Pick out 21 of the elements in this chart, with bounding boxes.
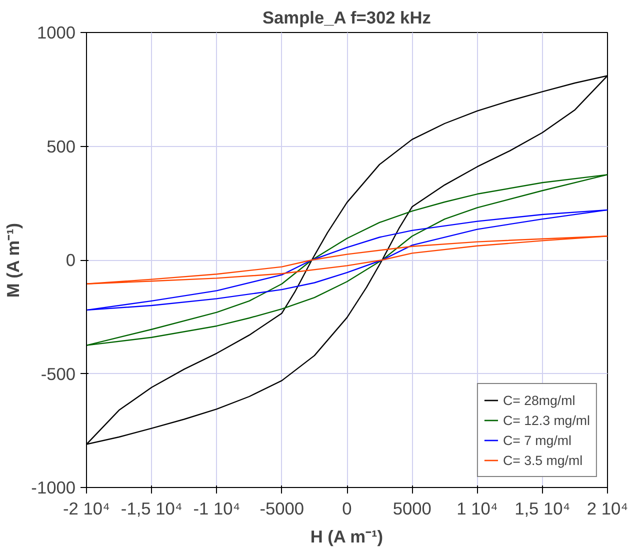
y-axis-title: M (A m⁻¹) (3, 222, 24, 298)
legend-label: C= 12.3 mg/ml (502, 412, 590, 428)
legend-label: C= 3.5 mg/ml (502, 452, 583, 468)
x-tick-label: -1,5 10⁴ (120, 498, 182, 518)
x-tick-label: 5000 (392, 498, 432, 518)
x-tick-label: -5000 (260, 498, 304, 518)
chart-title: Sample_A f=302 kHz (262, 8, 432, 28)
y-tick-label: 1000 (36, 22, 76, 42)
legend-label: C= 7 mg/ml (502, 432, 572, 448)
y-tick-label: 0 (66, 250, 76, 270)
x-tick-label: 1 10⁴ (456, 498, 498, 518)
x-tick-label: 2 10⁴ (586, 498, 628, 518)
x-tick-label: 0 (342, 498, 352, 518)
x-tick-label: -1 10⁴ (193, 498, 240, 518)
x-tick-label: -2 10⁴ (63, 498, 110, 518)
x-axis-title: H (A m⁻¹) (310, 526, 384, 546)
legend-label: C= 28mg/ml (502, 392, 576, 408)
y-tick-label: 500 (46, 136, 76, 156)
x-tick-label: 1,5 10⁴ (514, 498, 570, 518)
y-tick-label: -500 (40, 364, 76, 384)
y-tick-label: -1000 (31, 478, 76, 498)
